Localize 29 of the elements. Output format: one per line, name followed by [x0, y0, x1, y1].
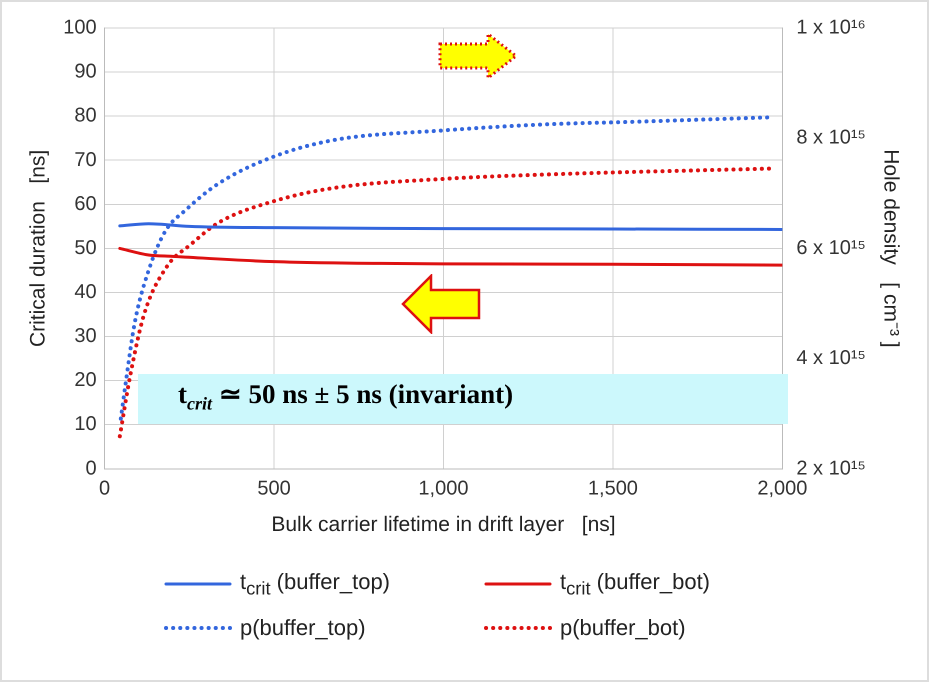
y2-axis-title: Hole density [ cm⁻³ ]	[880, 149, 903, 348]
legend-label: t$_{crit}$ (buffer_top)	[240, 568, 390, 600]
legend-label: p(buffer_top)	[240, 615, 366, 641]
y-tick-label: 70	[74, 148, 97, 171]
y2-tick-label: 4 x 10¹⁵	[796, 347, 866, 370]
x-tick-label: 1,000	[418, 477, 468, 500]
y-tick-label: 100	[63, 16, 97, 39]
x-axis-title: Bulk carrier lifetime in drift layer [ns]	[271, 513, 616, 536]
y-tick-label: 40	[74, 280, 97, 303]
y-tick-label: 60	[74, 192, 97, 215]
y2-tick-label: 6 x 10¹⁵	[796, 236, 866, 259]
y-tick-label: 10	[74, 413, 97, 436]
annotation: t$_{crit}$ ≃ 50 ns ± 5 ns (invariant)	[178, 379, 514, 414]
y-tick-label: 50	[74, 236, 97, 259]
y-tick-label: 0	[85, 457, 97, 480]
y-tick-label: 20	[74, 369, 97, 392]
x-tick-label: 1,500	[588, 477, 638, 500]
legend-label: p(buffer_bot)	[560, 615, 686, 641]
y-tick-label: 80	[74, 104, 97, 127]
note-box: t$_{crit}$ ≃ 50 ns ± 5 ns (invariant)	[138, 374, 788, 424]
y2-tick-label: 8 x 10¹⁵	[796, 126, 866, 149]
y-tick-label: 30	[74, 325, 97, 348]
y2-tick-label: 1 x 10¹⁶	[796, 16, 866, 39]
x-tick-label: 500	[257, 477, 291, 500]
y-axis-title: Critical duration [ns]	[26, 150, 50, 348]
legend-label: t$_{crit}$ (buffer_bot)	[560, 568, 710, 600]
y2-tick-label: 2 x 10¹⁵	[796, 457, 866, 480]
y-tick-label: 90	[74, 60, 97, 83]
x-tick-label: 2,000	[757, 477, 808, 500]
